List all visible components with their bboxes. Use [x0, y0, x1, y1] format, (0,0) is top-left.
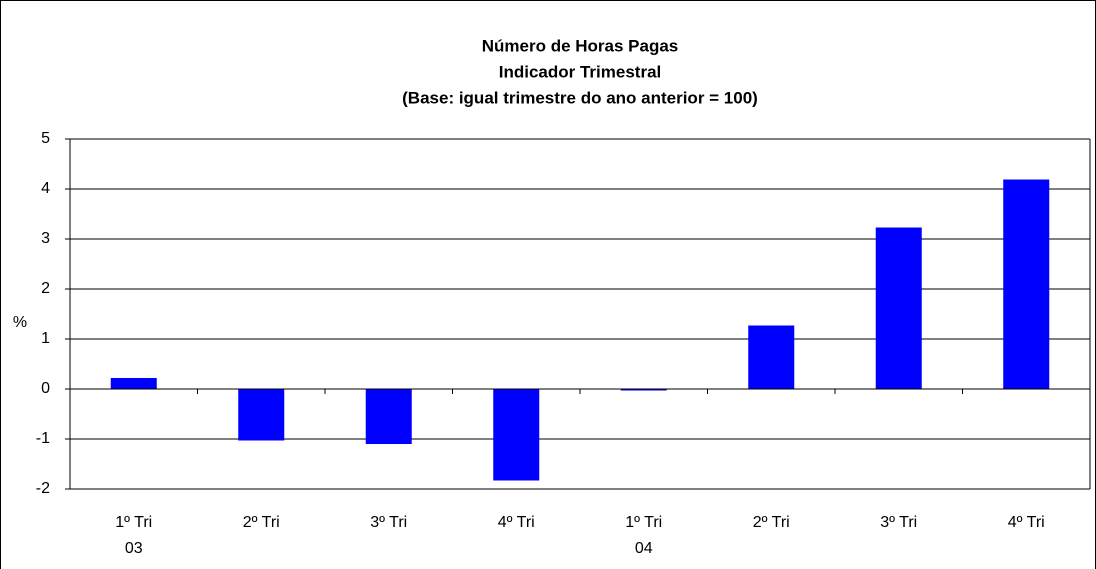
y-tick-label: 5 [41, 130, 50, 147]
x-tick-label: 2º Tri [753, 514, 790, 531]
y-tick-label: 0 [41, 380, 50, 397]
bar [238, 389, 285, 441]
x-tick-label: 2º Tri [243, 514, 280, 531]
bar [748, 325, 795, 389]
x-tick-label: 4º Tri [498, 514, 535, 531]
chart-subtitle: (Base: igual trimestre do ano anterior =… [402, 88, 758, 107]
chart-title: Número de Horas Pagas [482, 36, 679, 55]
chart-subtitle: Indicador Trimestral [499, 62, 662, 81]
y-axis-label: % [13, 314, 27, 331]
y-tick-label: -2 [36, 480, 50, 497]
bar [110, 378, 157, 389]
y-tick-label: 1 [41, 330, 50, 347]
bar [620, 389, 667, 391]
x-tick-label: 4º Tri [1008, 514, 1045, 531]
x-sublabel: 04 [635, 540, 653, 557]
x-tick-label: 3º Tri [880, 514, 917, 531]
y-tick-label: 2 [41, 280, 50, 297]
x-tick-label: 3º Tri [370, 514, 407, 531]
x-sublabel: 03 [125, 540, 143, 557]
x-tick-label: 1º Tri [625, 514, 662, 531]
y-tick-label: 3 [41, 230, 50, 247]
bar [365, 389, 412, 444]
bar [1003, 179, 1050, 389]
y-tick-label: 4 [41, 180, 50, 197]
bar [875, 227, 922, 389]
x-tick-label: 1º Tri [115, 514, 152, 531]
y-tick-label: -1 [36, 430, 50, 447]
bar [493, 389, 540, 481]
